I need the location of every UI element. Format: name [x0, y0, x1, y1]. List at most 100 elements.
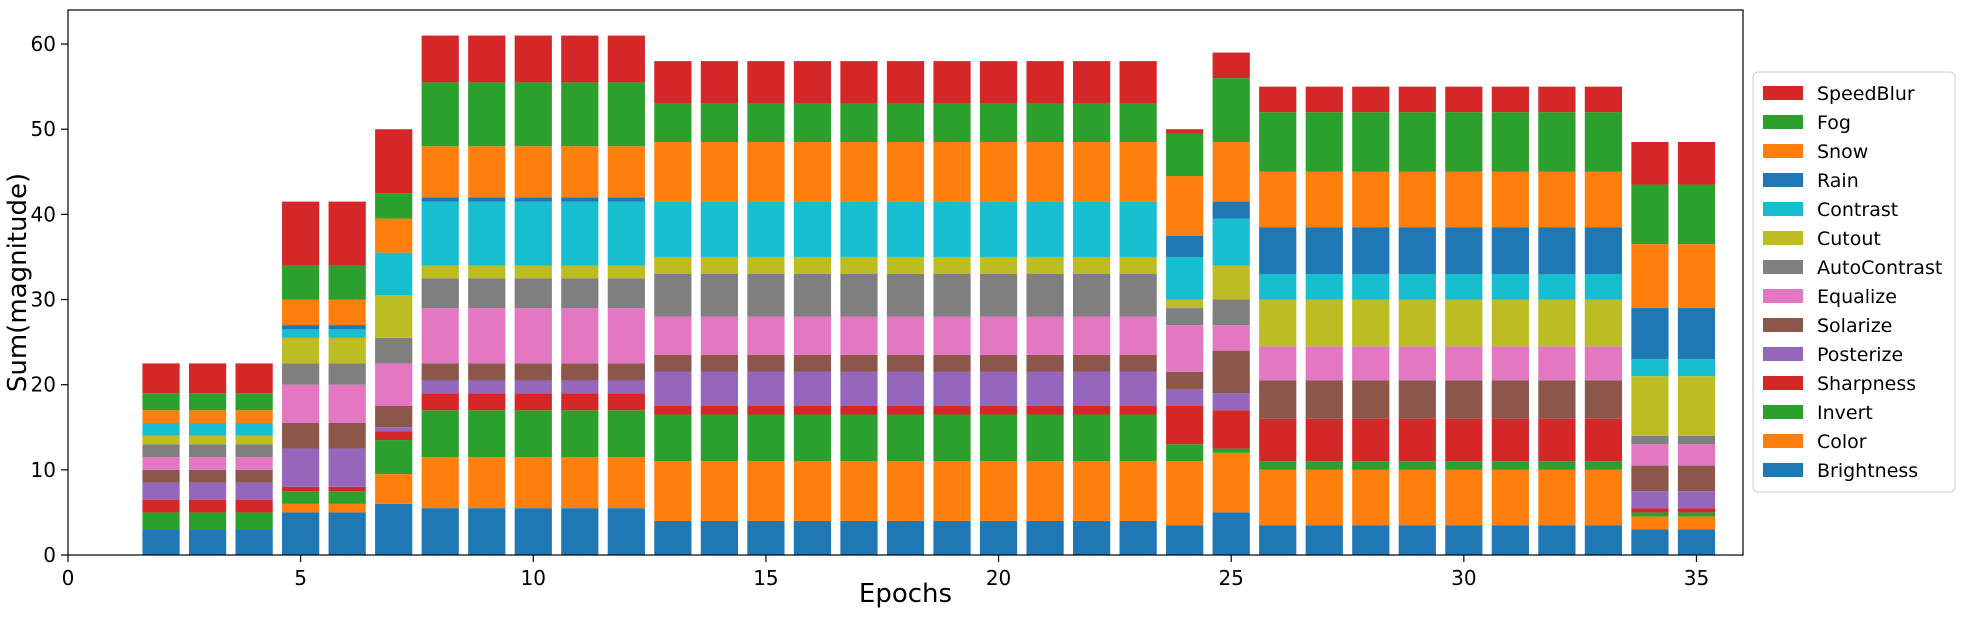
bar-segment-sharpness-epoch-23 — [1119, 405, 1157, 415]
bar-segment-invert-epoch-8 — [421, 410, 459, 458]
bar-segment-invert-epoch-4 — [235, 512, 273, 530]
bar-segment-sharpness-epoch-33 — [1584, 418, 1623, 462]
bar-segment-posterize-epoch-7 — [375, 427, 413, 432]
bar-segment-contrast-epoch-3 — [188, 423, 227, 436]
bar-segment-brightness-epoch-14 — [700, 520, 738, 555]
bar-segment-equalize-epoch-19 — [933, 316, 971, 355]
bar-segment-cutout-epoch-32 — [1538, 299, 1576, 347]
bar-segment-autocontrast-epoch-23 — [1119, 273, 1157, 317]
bar-segment-brightness-epoch-35 — [1677, 529, 1716, 555]
bar-segment-cutout-epoch-3 — [188, 435, 227, 445]
bar-segment-color-epoch-30 — [1445, 469, 1483, 526]
bar-segment-speedblur-epoch-20 — [979, 61, 1018, 104]
bar-segment-sharpness-epoch-14 — [700, 405, 738, 415]
bar-segment-speedblur-epoch-3 — [188, 363, 227, 394]
bar-segment-invert-epoch-2 — [142, 512, 180, 530]
y-axis-ticks: 0 10 20 30 40 50 60 — [31, 32, 68, 567]
bar-segment-equalize-epoch-17 — [840, 316, 878, 355]
bar-segment-invert-epoch-26 — [1259, 461, 1297, 470]
bar-segment-solarize-epoch-4 — [235, 469, 273, 483]
bar-segment-brightness-epoch-31 — [1491, 525, 1529, 555]
bar-segment-color-epoch-29 — [1398, 469, 1436, 526]
bar-segment-equalize-epoch-4 — [235, 457, 273, 470]
x-tick-label: 30 — [1451, 566, 1476, 590]
bar-segment-fog-epoch-33 — [1584, 112, 1623, 172]
x-axis-ticks: 0 5 10 15 20 25 30 35 — [62, 555, 1709, 590]
bar-segment-autocontrast-epoch-4 — [235, 444, 273, 458]
bar-segment-color-epoch-22 — [1073, 461, 1111, 521]
bar-segment-cutout-epoch-11 — [561, 265, 599, 279]
bar-segment-contrast-epoch-29 — [1398, 273, 1436, 300]
bar-segment-solarize-epoch-35 — [1677, 465, 1716, 492]
legend-swatch-sharpness — [1763, 376, 1803, 390]
bar-segment-solarize-epoch-25 — [1212, 350, 1250, 394]
legend-swatch-contrast — [1763, 202, 1803, 216]
legend-label-rain: Rain — [1817, 170, 1859, 192]
bar-segment-snow-epoch-10 — [514, 146, 552, 198]
bar-segment-brightness-epoch-19 — [933, 520, 971, 555]
bar-segment-equalize-epoch-8 — [421, 308, 459, 364]
bar-segment-rain-epoch-11 — [561, 197, 599, 202]
bar-segment-color-epoch-17 — [840, 461, 878, 521]
legend-swatch-fog — [1763, 115, 1803, 129]
bar-segment-equalize-epoch-26 — [1259, 346, 1297, 381]
bar-segment-rain-epoch-26 — [1259, 227, 1297, 274]
bar-segment-autocontrast-epoch-7 — [375, 337, 413, 364]
bar-segment-speedblur-epoch-10 — [514, 35, 552, 83]
bar-segment-rain-epoch-35 — [1677, 308, 1716, 360]
bar-segment-solarize-epoch-27 — [1305, 380, 1343, 419]
bar-segment-sharpness-epoch-4 — [235, 499, 273, 513]
bar-segment-rain-epoch-6 — [328, 325, 366, 330]
bar-segment-invert-epoch-16 — [793, 414, 832, 462]
x-tick-label: 25 — [1218, 566, 1243, 590]
bar-segment-cutout-epoch-28 — [1352, 299, 1390, 347]
bar-segment-equalize-epoch-11 — [561, 308, 599, 364]
bar-segment-speedblur-epoch-7 — [375, 129, 413, 194]
bar-segment-solarize-epoch-16 — [793, 354, 832, 372]
bar-segment-snow-epoch-15 — [747, 141, 785, 202]
bar-segment-speedblur-epoch-32 — [1538, 86, 1576, 113]
bar-segment-posterize-epoch-11 — [561, 380, 599, 394]
bar-segment-fog-epoch-17 — [840, 103, 878, 142]
bar-segment-autocontrast-epoch-17 — [840, 273, 878, 317]
bar-segment-cutout-epoch-26 — [1259, 299, 1297, 347]
bar-segment-snow-epoch-11 — [561, 146, 599, 198]
y-tick-label: 10 — [31, 458, 56, 482]
bar-segment-brightness-epoch-30 — [1445, 525, 1483, 555]
bar-segment-invert-epoch-18 — [886, 414, 925, 462]
bar-segment-sharpness-epoch-24 — [1166, 405, 1204, 445]
bar-segment-cutout-epoch-29 — [1398, 299, 1436, 347]
bar-segment-fog-epoch-30 — [1445, 112, 1483, 172]
bar-segment-fog-epoch-31 — [1491, 112, 1529, 172]
bar-segment-snow-epoch-29 — [1398, 171, 1436, 228]
bar-segment-posterize-epoch-12 — [607, 380, 645, 394]
bar-segment-sharpness-epoch-19 — [933, 405, 971, 415]
bar-segment-cutout-epoch-4 — [235, 435, 273, 445]
y-tick-label: 40 — [31, 202, 56, 226]
bar-segment-speedblur-epoch-30 — [1445, 86, 1483, 113]
bar-segment-posterize-epoch-16 — [793, 371, 832, 406]
bar-segment-solarize-epoch-31 — [1491, 380, 1529, 419]
legend-label-fog: Fog — [1817, 112, 1851, 134]
bar-segment-sharpness-epoch-20 — [979, 405, 1018, 415]
bar-segment-color-epoch-14 — [700, 461, 738, 521]
bar-segment-snow-epoch-12 — [607, 146, 645, 198]
bar-segment-posterize-epoch-4 — [235, 482, 273, 500]
legend-swatch-solarize — [1763, 318, 1803, 332]
bar-segment-speedblur-epoch-23 — [1119, 61, 1157, 104]
bar-segment-color-epoch-10 — [514, 457, 552, 509]
bar-segment-speedblur-epoch-4 — [235, 363, 273, 394]
bar-segment-speedblur-epoch-34 — [1631, 141, 1669, 185]
bar-segment-brightness-epoch-17 — [840, 520, 878, 555]
bar-segment-cutout-epoch-2 — [142, 435, 180, 445]
bar-segment-solarize-epoch-33 — [1584, 380, 1623, 419]
bar-segment-color-epoch-13 — [654, 461, 692, 521]
bar-segment-sharpness-epoch-6 — [328, 486, 366, 492]
bar-segment-cutout-epoch-33 — [1584, 299, 1623, 347]
bar-segment-snow-epoch-25 — [1212, 141, 1250, 202]
bar-segment-fog-epoch-25 — [1212, 78, 1250, 142]
legend-swatch-autocontrast — [1763, 260, 1803, 274]
bar-segment-invert-epoch-22 — [1073, 414, 1111, 462]
bar-segment-autocontrast-epoch-34 — [1631, 435, 1669, 445]
